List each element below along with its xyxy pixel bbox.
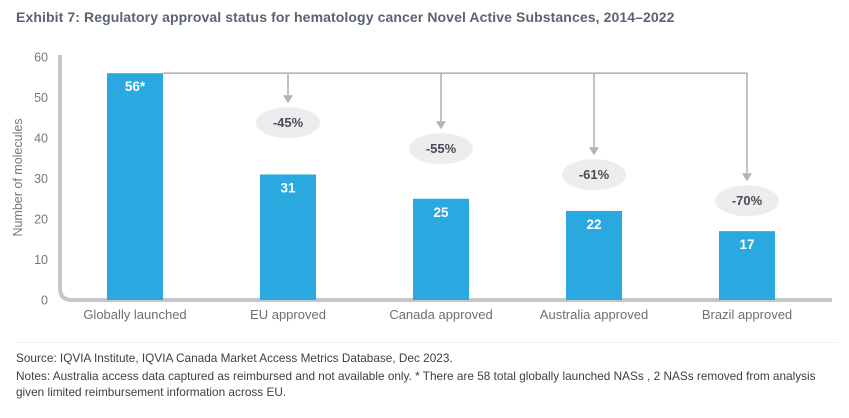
decline-badge-label: -55% (426, 141, 457, 156)
bar-value-label: 31 (280, 180, 296, 195)
footer: Source: IQVIA Institute, IQVIA Canada Ma… (16, 342, 838, 400)
bar-value-label: 25 (433, 205, 449, 220)
y-tick-label: 30 (34, 172, 48, 186)
bar-chart-canvas: 0 10 20 30 40 50 60 Number of molecules 56* 31 25 2… (11, 51, 832, 322)
bar-3 (566, 210, 622, 300)
y-tick-label: 40 (34, 132, 48, 146)
bar-value-label: 22 (586, 217, 601, 232)
decline-badge-ellipse (715, 185, 779, 217)
decline-badge-ellipse (562, 159, 626, 191)
drop-arrow-head (283, 95, 293, 104)
category-label: Brazil approved (702, 307, 792, 322)
category-label: Canada approved (389, 307, 492, 322)
notes-text: Notes: Australia access data captured as… (16, 369, 816, 399)
category-label: Australia approved (540, 307, 648, 322)
decline-badge-label: -61% (579, 167, 610, 182)
bar-1 (260, 174, 316, 300)
category-label: EU approved (250, 307, 326, 322)
bar-2 (413, 198, 469, 300)
y-tick-label: 0 (41, 294, 48, 308)
exhibit-title: Exhibit 7: Regulatory approval status fo… (16, 9, 675, 25)
decline-badge-label: -45% (273, 115, 304, 130)
y-tick-label: 50 (34, 91, 48, 105)
bar-0 (107, 73, 163, 300)
drop-arrow-head (742, 173, 752, 182)
y-tick-label: 10 (34, 253, 48, 267)
y-tick-label: 60 (34, 51, 48, 65)
bar-value-label: 17 (739, 237, 754, 252)
y-tick-label: 20 (34, 213, 48, 227)
drop-arrow-head (589, 147, 599, 156)
category-label: Globally launched (83, 307, 186, 322)
decline-badge-ellipse (409, 133, 473, 165)
bar-4 (719, 231, 775, 300)
bar-value-label: 56* (125, 79, 146, 94)
decline-badge-label: -70% (732, 193, 763, 208)
source-text: Source: IQVIA Institute, IQVIA Canada Ma… (16, 351, 453, 365)
decline-badge-ellipse (256, 107, 320, 139)
y-axis-title: Number of molecules (11, 118, 25, 236)
comparison-connector-line (163, 72, 748, 174)
axis-lines (58, 55, 832, 302)
drop-arrow-head (436, 121, 446, 130)
